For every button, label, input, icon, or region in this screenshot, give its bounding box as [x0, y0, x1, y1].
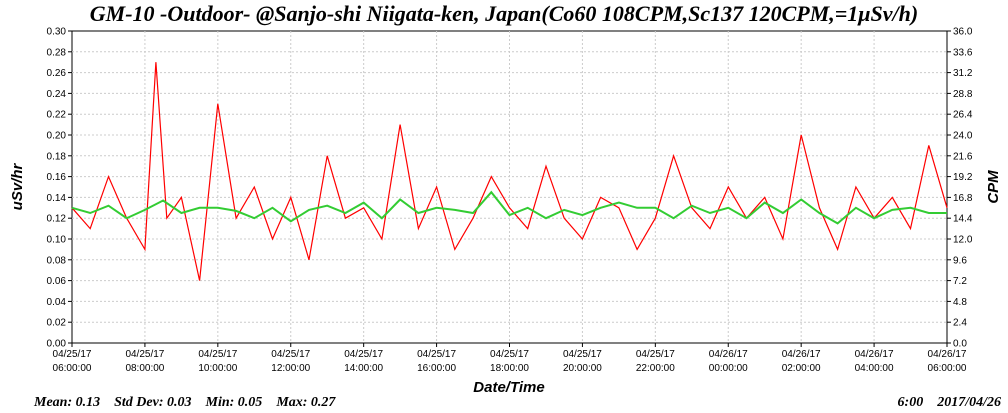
y-tick-label: 0.10	[47, 235, 67, 246]
y2-tick-label: 14.4	[953, 214, 973, 225]
x-tick-date: 04/25/17	[344, 349, 383, 360]
y-tick-label: 0.16	[47, 172, 67, 183]
stat-min: Min: 0.05	[205, 395, 263, 410]
y-tick-label: 0.30	[47, 27, 67, 38]
stat-max: Max: 0.27	[276, 395, 336, 410]
x-tick-time: 02:00:00	[782, 363, 821, 374]
y2-tick-label: 19.2	[953, 172, 973, 183]
x-tick-date: 04/26/17	[855, 349, 894, 360]
x-axis-label: Date/Time	[473, 379, 544, 396]
x-tick-date: 04/25/17	[53, 349, 92, 360]
stat-std: Std Dev: 0.03	[114, 395, 192, 410]
x-tick-time: 00:00:00	[709, 363, 748, 374]
y2-tick-label: 16.8	[953, 193, 973, 204]
y-tick-label: 0.24	[47, 89, 67, 100]
x-tick-date: 04/26/17	[709, 349, 748, 360]
timestamp-time: 6:00	[897, 395, 924, 410]
x-tick-time: 22:00:00	[636, 363, 675, 374]
x-tick-date: 04/25/17	[563, 349, 602, 360]
x-tick-date: 04/26/17	[928, 349, 967, 360]
y-tick-label: 0.26	[47, 68, 67, 79]
y2-tick-label: 31.2	[953, 68, 973, 79]
y-tick-label: 0.14	[47, 193, 67, 204]
y2-tick-label: 36.0	[953, 27, 973, 38]
y2-tick-label: 33.6	[953, 47, 973, 58]
y2-tick-label: 2.4	[953, 318, 967, 329]
y-tick-label: 0.04	[47, 297, 67, 308]
stats-bar: Mean: 0.13 Std Dev: 0.03 Min: 0.05 Max: 0.2…	[34, 395, 349, 411]
x-tick-date: 04/25/17	[198, 349, 237, 360]
x-tick-date: 04/25/17	[636, 349, 675, 360]
x-tick-time: 04:00:00	[855, 363, 894, 374]
x-tick-time: 08:00:00	[125, 363, 164, 374]
chart-title: GM-10 -Outdoor- @Sanjo-shi Niigata-ken, …	[89, 1, 919, 26]
y2-tick-label: 28.8	[953, 89, 973, 100]
stat-mean: Mean: 0.13	[34, 395, 101, 410]
y2-axis-label: CPM	[985, 170, 1002, 204]
x-tick-time: 10:00:00	[198, 363, 237, 374]
x-tick-date: 04/25/17	[490, 349, 529, 360]
y2-tick-label: 12.0	[953, 235, 973, 246]
x-tick-time: 16:00:00	[417, 363, 456, 374]
x-tick-time: 06:00:00	[53, 363, 92, 374]
x-tick-date: 04/25/17	[125, 349, 164, 360]
x-tick-time: 14:00:00	[344, 363, 383, 374]
grid	[72, 31, 947, 343]
series-line-average	[71, 190, 947, 225]
y-tick-label: 0.06	[47, 276, 67, 287]
x-tick-time: 20:00:00	[563, 363, 602, 374]
y2-tick-label: 9.6	[953, 255, 967, 266]
y2-tick-label: 21.6	[953, 151, 973, 162]
y-axis-right: 0.0 2.4 4.8 7.2 9.6 12.0 14.4 16.8 19.2 21.6 24.0 2…	[947, 27, 973, 350]
y-tick-label: 0.18	[47, 151, 67, 162]
timestamp: 6:00 2017/04/26	[884, 395, 1001, 411]
y-tick-label: 0.08	[47, 255, 67, 266]
series-line-radiation	[71, 62, 948, 281]
x-tick-date: 04/26/17	[782, 349, 821, 360]
y-axis-left: 0.00 0.02 0.04 0.06 0.08 0.10 0.12 0.14 0.16 0.18…	[47, 27, 72, 350]
x-tick-date: 04/25/17	[271, 349, 310, 360]
x-tick-time: 12:00:00	[271, 363, 310, 374]
y-tick-label: 0.12	[47, 214, 67, 225]
y-axis-label: uSv/hr	[9, 163, 26, 211]
y-tick-label: 0.00	[47, 339, 67, 350]
y-tick-label: 0.02	[47, 318, 67, 329]
y2-tick-label: 26.4	[953, 110, 973, 121]
x-tick-time: 06:00:00	[928, 363, 967, 374]
y-tick-label: 0.20	[47, 131, 67, 142]
x-tick-date: 04/25/17	[417, 349, 456, 360]
y-tick-label: 0.22	[47, 110, 67, 121]
series-group	[71, 62, 948, 281]
timestamp-date: 2017/04/26	[937, 395, 1001, 410]
x-tick-time: 18:00:00	[490, 363, 529, 374]
y2-tick-label: 7.2	[953, 276, 967, 287]
y-tick-label: 0.28	[47, 47, 67, 58]
y2-tick-label: 0.0	[953, 339, 967, 350]
x-axis: 04/25/17 06:00:00 04/25/17 08:00:00 04/25/17…	[53, 343, 967, 374]
y2-tick-label: 24.0	[953, 131, 973, 142]
y2-tick-label: 4.8	[953, 297, 967, 308]
